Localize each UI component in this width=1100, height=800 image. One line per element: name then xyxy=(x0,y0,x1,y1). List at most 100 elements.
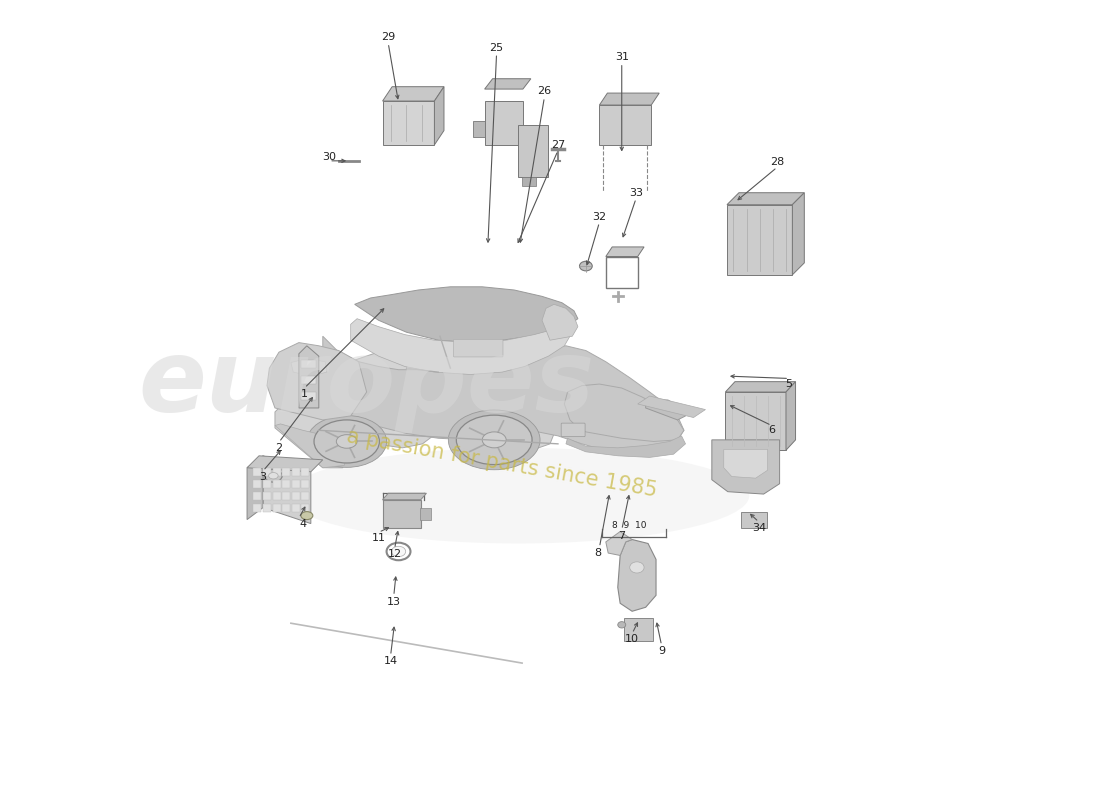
FancyBboxPatch shape xyxy=(282,480,290,488)
Polygon shape xyxy=(638,396,705,418)
FancyBboxPatch shape xyxy=(301,480,309,488)
Ellipse shape xyxy=(301,512,312,519)
Text: 13: 13 xyxy=(387,597,400,606)
Text: 6: 6 xyxy=(768,426,776,435)
Ellipse shape xyxy=(456,415,532,465)
Polygon shape xyxy=(712,440,780,494)
FancyBboxPatch shape xyxy=(282,468,290,476)
Polygon shape xyxy=(248,456,263,519)
Text: 10: 10 xyxy=(625,634,639,644)
Ellipse shape xyxy=(268,473,278,479)
Polygon shape xyxy=(267,342,366,420)
Polygon shape xyxy=(383,86,444,101)
Polygon shape xyxy=(618,539,656,611)
Ellipse shape xyxy=(580,262,592,271)
Polygon shape xyxy=(646,400,685,420)
Text: europes: europes xyxy=(139,335,595,433)
FancyBboxPatch shape xyxy=(301,468,309,476)
FancyBboxPatch shape xyxy=(292,480,299,488)
Ellipse shape xyxy=(287,448,749,543)
Polygon shape xyxy=(434,86,444,145)
Polygon shape xyxy=(792,193,804,275)
Polygon shape xyxy=(542,304,578,340)
FancyBboxPatch shape xyxy=(301,360,316,368)
Text: 12: 12 xyxy=(387,549,402,559)
Polygon shape xyxy=(290,358,327,376)
FancyBboxPatch shape xyxy=(301,492,309,500)
Polygon shape xyxy=(727,193,804,205)
Text: 4: 4 xyxy=(299,518,307,529)
FancyBboxPatch shape xyxy=(282,492,290,500)
FancyBboxPatch shape xyxy=(453,339,503,357)
Ellipse shape xyxy=(307,415,386,467)
Ellipse shape xyxy=(618,622,626,628)
Polygon shape xyxy=(351,318,570,374)
Text: 8  9  10: 8 9 10 xyxy=(613,522,647,530)
Text: 11: 11 xyxy=(372,533,386,543)
FancyBboxPatch shape xyxy=(301,392,316,400)
Polygon shape xyxy=(564,384,684,442)
Ellipse shape xyxy=(337,434,358,448)
Polygon shape xyxy=(383,101,434,145)
FancyBboxPatch shape xyxy=(273,492,280,500)
Ellipse shape xyxy=(629,562,645,573)
Text: 34: 34 xyxy=(751,522,766,533)
Polygon shape xyxy=(724,450,768,478)
FancyBboxPatch shape xyxy=(263,492,271,500)
Polygon shape xyxy=(786,382,795,450)
Text: 2: 2 xyxy=(275,443,283,453)
Text: 28: 28 xyxy=(770,158,784,167)
FancyBboxPatch shape xyxy=(263,504,271,512)
Polygon shape xyxy=(727,205,792,275)
Polygon shape xyxy=(485,78,531,89)
Polygon shape xyxy=(725,382,795,392)
Text: 8: 8 xyxy=(594,548,602,558)
Ellipse shape xyxy=(314,420,380,463)
Text: 26: 26 xyxy=(538,86,551,97)
FancyBboxPatch shape xyxy=(301,504,309,512)
Polygon shape xyxy=(263,456,311,523)
Polygon shape xyxy=(248,456,322,472)
FancyBboxPatch shape xyxy=(253,480,262,488)
Text: 7: 7 xyxy=(618,530,625,541)
Text: 5: 5 xyxy=(785,379,793,389)
FancyBboxPatch shape xyxy=(485,101,522,145)
FancyBboxPatch shape xyxy=(420,508,431,520)
FancyBboxPatch shape xyxy=(522,177,537,186)
Text: 14: 14 xyxy=(384,657,397,666)
Polygon shape xyxy=(741,512,767,527)
FancyBboxPatch shape xyxy=(263,468,271,476)
Ellipse shape xyxy=(482,432,506,448)
FancyBboxPatch shape xyxy=(253,492,262,500)
FancyBboxPatch shape xyxy=(253,504,262,512)
Ellipse shape xyxy=(449,410,540,470)
Text: a passion for parts since 1985: a passion for parts since 1985 xyxy=(345,426,659,501)
FancyBboxPatch shape xyxy=(292,468,299,476)
Text: 33: 33 xyxy=(629,188,644,198)
FancyBboxPatch shape xyxy=(273,504,280,512)
Text: 31: 31 xyxy=(615,52,629,62)
Polygon shape xyxy=(322,336,684,452)
Ellipse shape xyxy=(392,546,406,557)
FancyBboxPatch shape xyxy=(253,468,262,476)
Text: 3: 3 xyxy=(260,471,266,482)
Polygon shape xyxy=(383,500,421,527)
Polygon shape xyxy=(565,436,685,458)
Polygon shape xyxy=(606,531,632,555)
FancyBboxPatch shape xyxy=(282,504,290,512)
Text: 30: 30 xyxy=(322,152,337,162)
FancyBboxPatch shape xyxy=(600,105,651,145)
Text: 29: 29 xyxy=(381,32,395,42)
FancyBboxPatch shape xyxy=(273,480,280,488)
FancyBboxPatch shape xyxy=(263,480,271,488)
Polygon shape xyxy=(725,392,786,450)
Polygon shape xyxy=(606,247,645,257)
Polygon shape xyxy=(383,494,427,500)
Polygon shape xyxy=(275,344,565,468)
Polygon shape xyxy=(299,346,319,408)
Text: 1: 1 xyxy=(301,389,308,398)
Ellipse shape xyxy=(265,470,282,482)
Text: 25: 25 xyxy=(490,42,504,53)
FancyBboxPatch shape xyxy=(473,121,485,137)
Polygon shape xyxy=(600,93,659,105)
